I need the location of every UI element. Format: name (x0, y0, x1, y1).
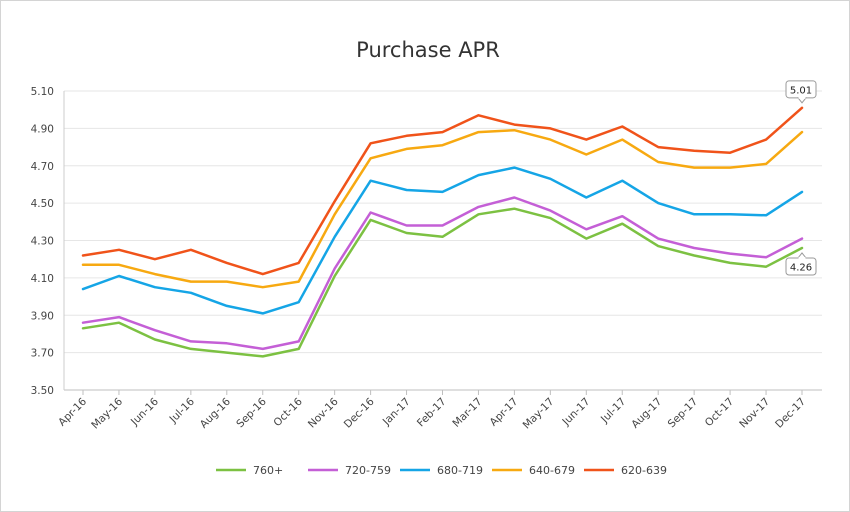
data-label-text: 4.26 (790, 262, 812, 273)
x-tick-label: Dec-16 (342, 395, 377, 430)
x-tick-label: Sep-16 (234, 395, 269, 430)
series-line-760+ (81, 207, 804, 358)
y-tick-label: 3.90 (31, 310, 54, 322)
y-axis: 3.50 3.70 3.90 4.10 4.30 4.50 4.70 4.90 5.10 (31, 86, 65, 397)
y-tick-label: 4.50 (31, 198, 54, 210)
legend-item-720-759[interactable]: 720-759 (308, 464, 391, 477)
y-tick-label: 5.10 (31, 86, 54, 98)
data-labels: 5.01 4.26 (785, 80, 817, 276)
legend-item-680-719[interactable]: 680-719 (400, 464, 483, 477)
data-label-620-639: 5.01 (785, 80, 817, 104)
x-tick-label: Oct-16 (271, 395, 305, 429)
legend-label: 720-759 (345, 464, 391, 477)
x-tick-label: Apr-16 (56, 395, 89, 428)
x-tick-label: Dec-17 (773, 396, 808, 431)
x-tick-label: Jun-16 (128, 395, 161, 428)
grid-lines (64, 90, 822, 391)
x-tick-label: Aug-16 (198, 395, 233, 430)
x-tick-label: Jul-16 (167, 395, 198, 426)
legend-item-760+[interactable]: 760+ (216, 464, 283, 477)
x-tick-label: May-16 (89, 395, 125, 431)
legend-label: 620-639 (621, 464, 667, 477)
x-tick-label: Nov-17 (737, 396, 772, 431)
y-tick-label: 4.30 (31, 236, 54, 248)
y-tick-label: 4.10 (31, 273, 54, 285)
legend-label: 760+ (253, 464, 283, 477)
legend-item-640-679[interactable]: 640-679 (492, 464, 575, 477)
legend[interactable]: 760+ 720-759 680-719 640-679 620-639 (216, 464, 667, 477)
x-tick-label: Apr-17 (488, 396, 521, 429)
x-tick-label: Jul-17 (598, 396, 628, 426)
x-tick-label: Feb-17 (415, 396, 449, 430)
series-line-720-759 (81, 196, 804, 351)
legend-label: 640-679 (529, 464, 575, 477)
x-tick-label: Oct-17 (703, 396, 736, 429)
series-line-680-719 (81, 166, 804, 315)
data-label-text: 5.01 (790, 85, 812, 96)
x-tick-label: Jun-17 (559, 396, 592, 429)
x-axis: Apr-16 May-16 Jun-16 Jul-16 Aug-16 Sep-16 Oct-… (56, 390, 808, 431)
series-line-620-639 (81, 106, 804, 276)
x-tick-label: Sep-17 (666, 396, 701, 431)
y-tick-label: 3.50 (31, 385, 54, 397)
y-tick-label: 4.70 (31, 161, 54, 173)
series-line-640-679 (81, 128, 804, 289)
x-tick-label: Aug-17 (629, 396, 664, 431)
y-tick-label: 4.90 (31, 123, 54, 135)
x-tick-label: Nov-16 (306, 395, 341, 430)
x-tick-label: May-17 (521, 396, 557, 432)
chart-title: Purchase APR (356, 38, 500, 62)
x-tick-label: Jan-17 (380, 396, 413, 429)
y-tick-label: 3.70 (31, 348, 54, 360)
x-tick-label: Mar-17 (450, 396, 484, 430)
series-lines (81, 106, 804, 358)
legend-label: 680-719 (437, 464, 483, 477)
data-label-760+: 4.26 (785, 252, 817, 276)
legend-item-620-639[interactable]: 620-639 (584, 464, 667, 477)
